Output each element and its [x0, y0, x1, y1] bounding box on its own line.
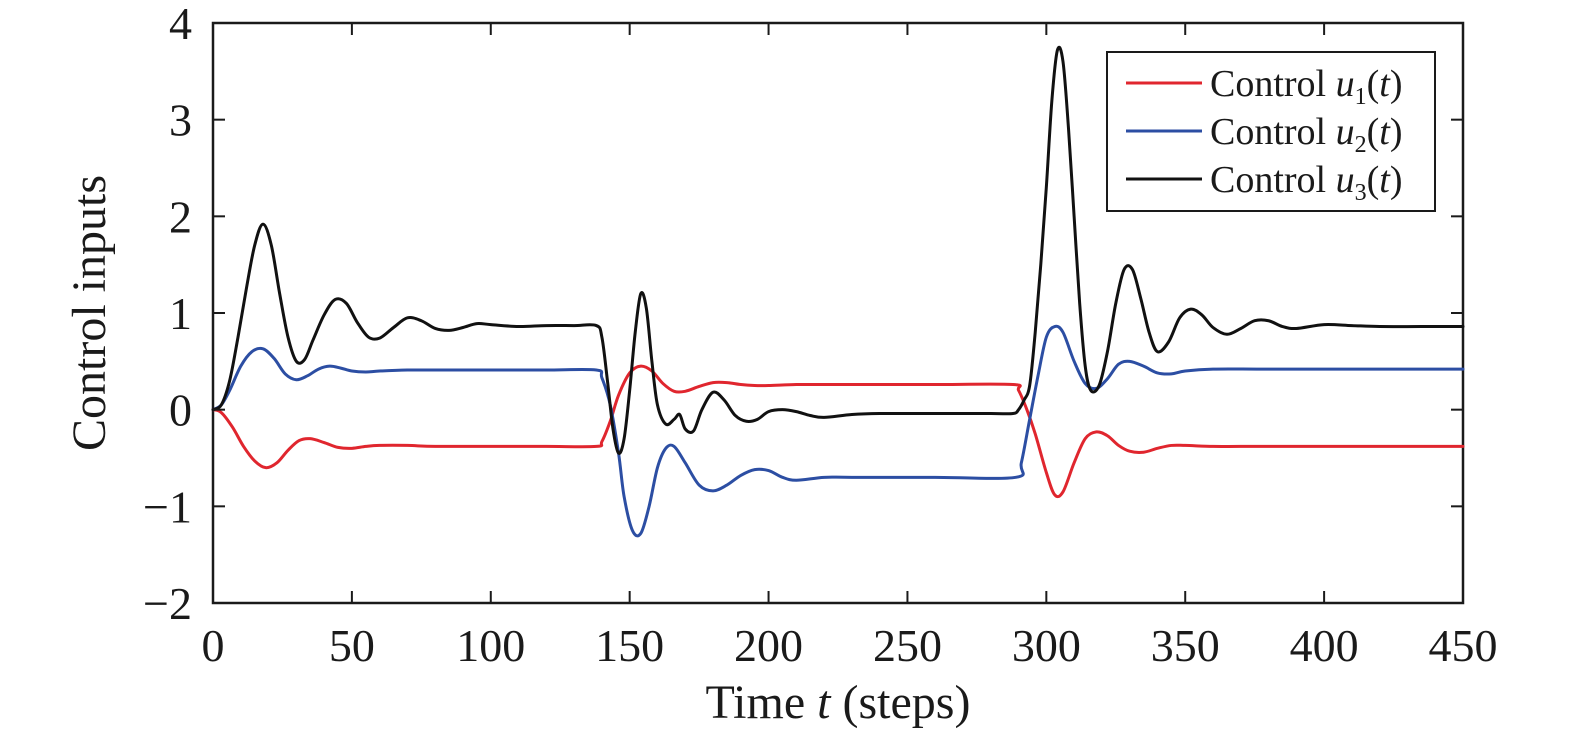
- y-axis-title: Control inputs: [63, 175, 116, 451]
- series-layer: [211, 45, 1465, 538]
- y-tick-label: 2: [169, 191, 192, 242]
- x-tick-label: 250: [873, 620, 942, 671]
- x-tick-label: 50: [329, 620, 375, 671]
- legend-label-u1: Control u1(t): [1210, 63, 1403, 110]
- x-tick-label: 200: [734, 620, 803, 671]
- legend: Control u1(t)Control u2(t)Control u3(t): [1106, 51, 1436, 212]
- y-tick-label: −1: [143, 481, 192, 532]
- x-tick-label: 300: [1012, 620, 1081, 671]
- y-tick-label: −2: [143, 578, 192, 629]
- y-tick-label: 3: [169, 95, 192, 146]
- y-tick-label: 1: [169, 288, 192, 339]
- x-tick-label: 150: [595, 620, 664, 671]
- x-tick-label: 100: [456, 620, 525, 671]
- y-tick-label: 4: [169, 0, 192, 49]
- x-tick-label: 0: [202, 620, 225, 671]
- legend-entries: Control u1(t)Control u2(t)Control u3(t): [1126, 63, 1403, 206]
- x-tick-label: 450: [1429, 620, 1498, 671]
- x-axis-title: Time t (steps): [706, 676, 971, 729]
- y-tick-label: 0: [169, 385, 192, 436]
- series-line-u3: [211, 45, 1465, 455]
- series-line-u1: [211, 364, 1465, 499]
- tick-layer: 0 50 100 150 200 250 300 350 400 450 −2 −1 0 1 2 3 4: [143, 0, 1497, 671]
- legend-label-u3: Control u3(t): [1210, 159, 1403, 206]
- series-line-u2: [211, 324, 1465, 538]
- x-tick-label: 400: [1290, 620, 1359, 671]
- x-tick-label: 350: [1151, 620, 1220, 671]
- legend-label-u2: Control u2(t): [1210, 111, 1403, 158]
